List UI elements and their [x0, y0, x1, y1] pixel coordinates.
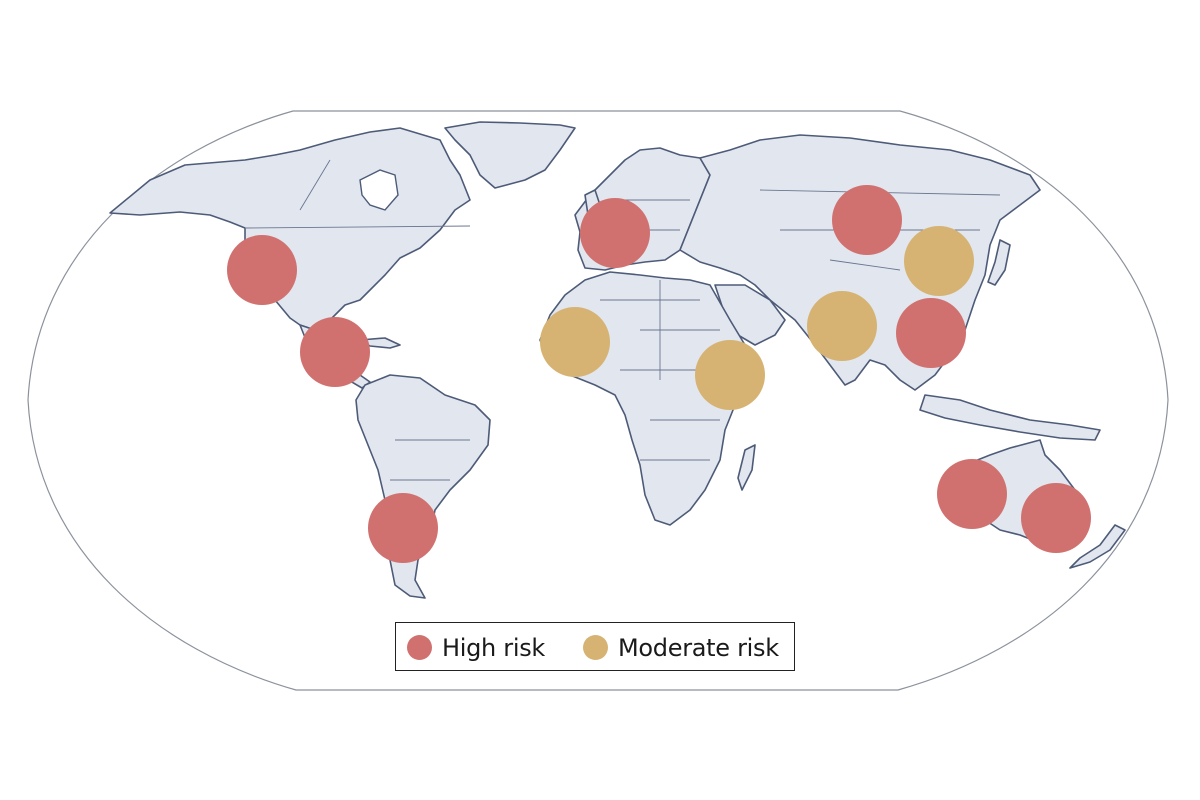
legend-item-moderate: Moderate risk: [583, 623, 779, 672]
legend-label-moderate: Moderate risk: [618, 633, 779, 662]
greenland: [444, 121, 576, 189]
risk-marker-moderate: West Africa: [540, 307, 610, 377]
japan: [987, 239, 1011, 286]
maritime-southeast-asia: [919, 394, 1101, 441]
legend: High risk Moderate risk: [395, 622, 795, 671]
risk-marker-high: Central America: [300, 317, 370, 387]
risk-marker-high: Southeast Asia: [896, 298, 966, 368]
legend-label-high: High risk: [442, 633, 546, 662]
risk-marker-high: Western United States: [227, 235, 297, 305]
risk-marker-moderate: Eastern China: [904, 226, 974, 296]
risk-marker-high: Western Australia: [937, 459, 1007, 529]
madagascar: [737, 444, 756, 491]
risk-marker-high: Western Europe: [580, 198, 650, 268]
risk-marker-moderate: India: [807, 291, 877, 361]
risk-markers: Western United StatesCentral America Sout…: [227, 185, 1091, 563]
new-zealand: [1069, 524, 1126, 569]
legend-item-high: High risk: [407, 623, 545, 672]
risk-marker-high: Eastern Australia: [1021, 483, 1091, 553]
risk-marker-high: Central Asia: [832, 185, 902, 255]
moderate-risk-marker-icon: [583, 635, 608, 660]
risk-marker-high: Southern South America: [368, 493, 438, 563]
risk-marker-moderate: East Africa: [695, 340, 765, 410]
high-risk-marker-icon: [407, 635, 432, 660]
